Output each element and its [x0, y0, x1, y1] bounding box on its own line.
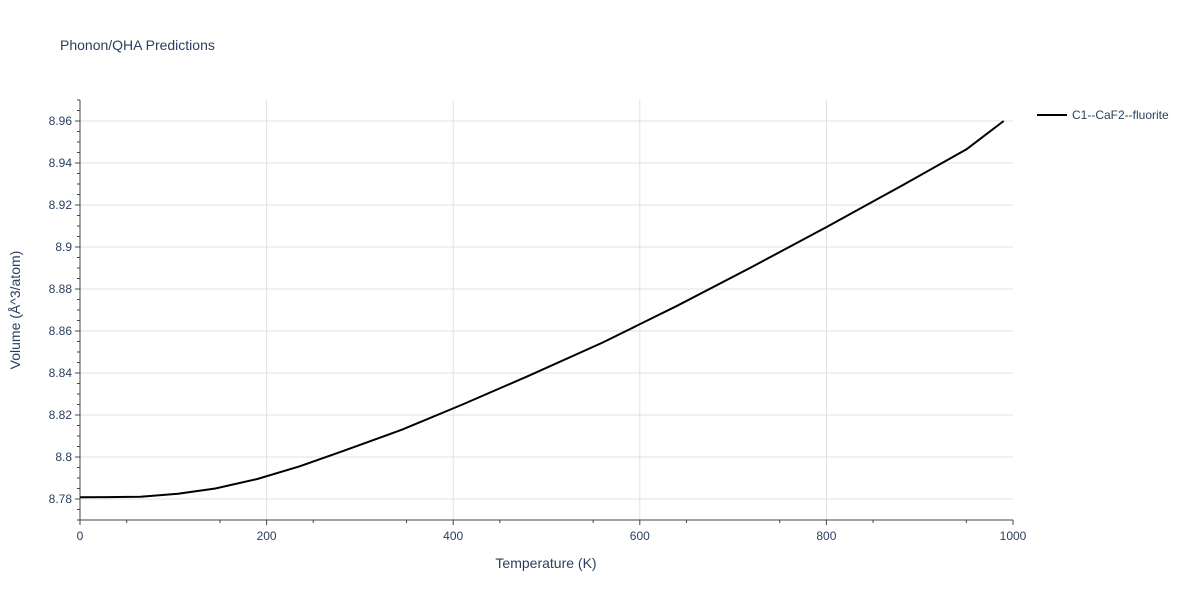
y-tick-label: 8.9 — [55, 240, 72, 254]
x-tick-label: 1000 — [1000, 529, 1027, 543]
x-axis-ticks: 0 200 400 600 800 1000 — [77, 520, 1027, 543]
y-tick-label: 8.8 — [55, 450, 72, 464]
chart-title: Phonon/QHA Predictions — [60, 37, 215, 53]
y-tick-label: 8.86 — [49, 324, 73, 338]
legend[interactable]: C1--CaF2--fluorite — [1037, 108, 1169, 122]
x-tick-label: 600 — [630, 529, 650, 543]
x-tick-label: 400 — [443, 529, 463, 543]
x-tick-label: 800 — [816, 529, 836, 543]
series-line[interactable] — [79, 120, 1005, 499]
y-tick-label: 8.78 — [49, 492, 73, 506]
y-axis-ticks: 8.78 8.8 8.82 8.84 8.86 8.88 8.9 8.92 8.94 8.96 — [49, 99, 80, 521]
y-tick-label: 8.88 — [49, 282, 73, 296]
y-tick-label: 8.94 — [49, 156, 73, 170]
y-tick-label: 8.96 — [49, 114, 73, 128]
x-axis-label: Temperature (K) — [495, 555, 596, 571]
y-axis-label: Volume (Å^3/atom) — [7, 251, 23, 370]
legend-label: C1--CaF2--fluorite — [1072, 108, 1169, 122]
series-group — [79, 120, 1005, 499]
x-tick-label: 0 — [77, 529, 84, 543]
y-tick-label: 8.92 — [49, 198, 73, 212]
grid-lines — [80, 100, 1013, 520]
x-tick-label: 200 — [257, 529, 277, 543]
y-tick-label: 8.82 — [49, 408, 73, 422]
y-tick-label: 8.84 — [49, 366, 73, 380]
